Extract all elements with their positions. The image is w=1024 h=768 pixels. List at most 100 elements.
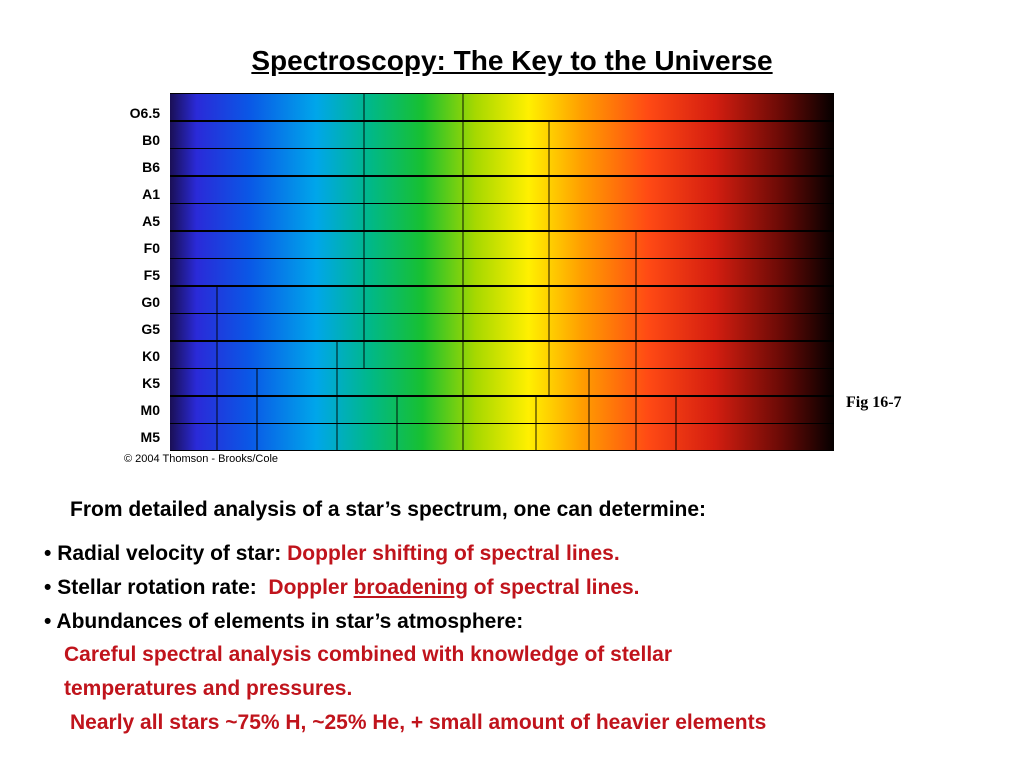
absorption-line xyxy=(548,314,550,340)
absorption-line xyxy=(216,369,218,395)
absorption-line xyxy=(635,314,637,340)
absorption-line xyxy=(635,341,637,368)
absorption-line xyxy=(462,396,464,423)
absorption-line xyxy=(216,286,218,313)
spectrum-band xyxy=(170,424,834,450)
absorption-line xyxy=(363,94,365,120)
absorption-line xyxy=(462,149,464,175)
spectral-class-label: A5 xyxy=(142,213,160,229)
absorption-line xyxy=(635,396,637,423)
absorption-line xyxy=(588,396,590,423)
spectrum-band xyxy=(170,369,834,395)
absorption-line xyxy=(548,231,550,258)
absorption-line xyxy=(363,204,365,230)
bullet-marker: • xyxy=(44,576,52,599)
bullet-rotation-rate: • Stellar rotation rate: Doppler broaden… xyxy=(44,576,640,600)
absorption-line xyxy=(462,94,464,120)
spectral-class-label: A1 xyxy=(142,186,160,202)
bullet-marker: • xyxy=(44,610,52,633)
bullet-detail-pre: Doppler xyxy=(268,576,348,599)
absorption-line xyxy=(462,369,464,395)
absorption-line xyxy=(588,369,590,395)
bullet-detail-emphasis: broadening xyxy=(353,576,468,599)
slide-title: Spectroscopy: The Key to the Universe xyxy=(251,45,773,76)
absorption-line xyxy=(462,286,464,313)
absorption-line xyxy=(548,341,550,368)
abundance-summary: Nearly all stars ~75% H, ~25% He, + smal… xyxy=(70,711,767,734)
spectrum-band xyxy=(170,231,834,258)
absorption-line xyxy=(548,204,550,230)
spectral-class-label: G0 xyxy=(141,294,160,310)
absorption-line xyxy=(256,396,258,423)
absorption-line xyxy=(635,286,637,313)
stellar-spectra-image xyxy=(170,93,834,451)
absorption-line xyxy=(336,424,338,450)
spectral-class-label: M0 xyxy=(140,402,160,418)
spectrum-band xyxy=(170,396,834,423)
spectral-class-label: B0 xyxy=(142,132,160,148)
absorption-line xyxy=(462,121,464,148)
absorption-line xyxy=(462,231,464,258)
copyright-notice: © 2004 Thomson - Brooks/Cole xyxy=(124,453,279,465)
absorption-line xyxy=(363,259,365,285)
absorption-line xyxy=(363,286,365,313)
bullet-label: Stellar rotation rate: xyxy=(57,576,257,599)
absorption-line xyxy=(363,314,365,340)
spectrum-band xyxy=(170,204,834,230)
absorption-line xyxy=(462,176,464,203)
absorption-line xyxy=(363,149,365,175)
spectrum-band xyxy=(170,286,834,313)
spectrum-band xyxy=(170,314,834,340)
absorption-line xyxy=(256,369,258,395)
spectral-class-label: F0 xyxy=(143,240,160,256)
spectrum-band xyxy=(170,341,834,368)
absorption-line xyxy=(635,369,637,395)
spectral-class-label: K5 xyxy=(142,375,160,391)
absorption-line xyxy=(396,424,398,450)
spectral-class-label: O6.5 xyxy=(129,105,160,121)
absorption-line xyxy=(635,424,637,450)
absorption-line xyxy=(363,231,365,258)
absorption-line xyxy=(462,314,464,340)
spectrum-band xyxy=(170,176,834,203)
absorption-line xyxy=(548,259,550,285)
bullet-label: Abundances of elements in star’s atmosph… xyxy=(56,610,524,633)
bullet-detail-post: of spectral lines. xyxy=(473,576,640,599)
absorption-line xyxy=(462,259,464,285)
bullet-radial-velocity: • Radial velocity of star: Doppler shift… xyxy=(44,542,620,566)
abundance-detail-line-1: Careful spectral analysis combined with … xyxy=(64,643,673,666)
bullet-detail: Doppler shifting of spectral lines. xyxy=(287,542,620,565)
absorption-line xyxy=(462,341,464,368)
absorption-line xyxy=(548,149,550,175)
absorption-line xyxy=(216,396,218,423)
absorption-line xyxy=(216,314,218,340)
figure-label: Fig 16-7 xyxy=(846,394,902,411)
absorption-line xyxy=(363,176,365,203)
absorption-line xyxy=(462,204,464,230)
spectrum-band xyxy=(170,121,834,148)
absorption-line xyxy=(216,424,218,450)
absorption-line xyxy=(548,286,550,313)
absorption-line xyxy=(635,259,637,285)
intro-text: From detailed analysis of a star’s spect… xyxy=(70,498,707,521)
spectral-class-label: G5 xyxy=(141,321,160,337)
absorption-line xyxy=(216,341,218,368)
absorption-line xyxy=(535,396,537,423)
abundance-detail-line-2: temperatures and pressures. xyxy=(64,677,353,700)
absorption-line xyxy=(336,341,338,368)
absorption-line xyxy=(548,121,550,148)
bullet-label: Radial velocity of star: xyxy=(57,542,282,565)
bullet-abundances: • Abundances of elements in star’s atmos… xyxy=(44,610,523,634)
absorption-line xyxy=(363,341,365,368)
spectrum-band xyxy=(170,149,834,175)
absorption-line xyxy=(548,369,550,395)
absorption-line xyxy=(548,176,550,203)
spectrum-band xyxy=(170,259,834,285)
absorption-line xyxy=(635,231,637,258)
spectral-class-label: K0 xyxy=(142,348,160,364)
absorption-line xyxy=(336,369,338,395)
spectral-class-label: B6 xyxy=(142,159,160,175)
spectral-class-label: F5 xyxy=(143,267,160,283)
absorption-line xyxy=(462,424,464,450)
absorption-line xyxy=(675,424,677,450)
